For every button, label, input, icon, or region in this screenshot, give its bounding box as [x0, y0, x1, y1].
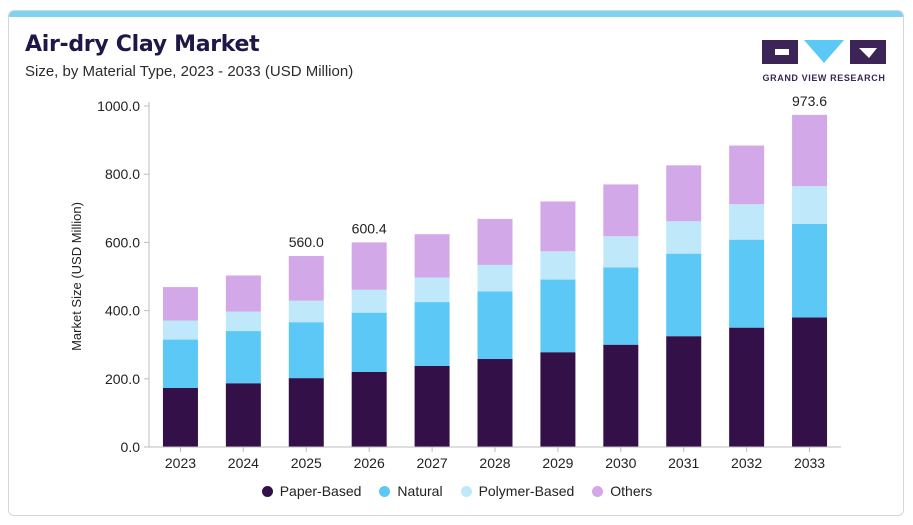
x-tick-label: 2031: [668, 455, 699, 471]
data-label: 600.4: [352, 220, 387, 236]
legend-swatch: [592, 485, 604, 497]
bar-segment-others: [414, 234, 450, 278]
bar-segment-polymer-based: [603, 236, 639, 268]
legend-swatch: [460, 485, 472, 497]
bar-segment-others: [225, 275, 261, 312]
chart-subtitle: Size, by Material Type, 2023 - 2033 (USD…: [25, 63, 354, 80]
bar-segment-paper-based: [729, 327, 765, 447]
bar-segment-natural: [666, 253, 702, 337]
legend-item: Paper-Based: [261, 483, 362, 499]
x-tick-label: 2032: [731, 455, 762, 471]
chart-title: Air-dry Clay Market: [25, 32, 260, 57]
stacked-bar-chart: 0.0 200.0 400.0 600.0 800.0 1000.0 Market Size…: [69, 93, 841, 471]
bar-segment-paper-based: [162, 388, 198, 447]
legend-item: Others: [592, 483, 652, 499]
bar-segment-others: [162, 287, 198, 321]
bar-segment-natural: [477, 291, 513, 360]
bar-segment-others: [288, 256, 324, 301]
bar-segment-natural: [162, 339, 198, 389]
bar-segment-paper-based: [225, 383, 261, 447]
legend-swatch: [379, 485, 391, 497]
bar-segment-natural: [225, 331, 261, 384]
x-tick-label: 2024: [228, 455, 259, 471]
accent-bar: [9, 11, 903, 17]
bar-segment-paper-based: [792, 317, 828, 447]
y-axis-title: Market Size (USD Million): [69, 202, 84, 351]
legend-label: Natural: [397, 483, 443, 499]
legend-item: Natural: [379, 483, 443, 499]
bar-segment-others: [603, 184, 639, 237]
bars: [162, 114, 828, 447]
y-tick-label: 600.0: [105, 234, 140, 250]
bar-segment-paper-based: [414, 365, 450, 447]
legend-label: Polymer-Based: [478, 483, 575, 499]
grand-view-research-logo: GRAND VIEW RESEARCH: [759, 36, 889, 86]
data-labels: 560.0 600.4 973.6: [289, 93, 828, 250]
bar-segment-natural: [351, 312, 387, 372]
y-axis: 0.0 200.0 400.0 600.0 800.0 1000.0 Market Size…: [69, 98, 150, 455]
bar-segment-paper-based: [288, 378, 324, 447]
data-label: 973.6: [792, 93, 827, 109]
bar-segment-others: [540, 201, 576, 252]
bar-segment-polymer-based: [477, 264, 513, 292]
bar-segment-natural: [414, 302, 450, 366]
x-tick-label: 2029: [542, 455, 573, 471]
bar-segment-polymer-based: [351, 289, 387, 313]
bar-segment-others: [729, 145, 765, 205]
data-label: 560.0: [289, 234, 324, 250]
bar-segment-paper-based: [351, 371, 387, 447]
bar-segment-paper-based: [666, 336, 702, 447]
bar-segment-polymer-based: [540, 251, 576, 280]
y-tick-label: 200.0: [105, 371, 140, 387]
bar-segment-natural: [792, 223, 828, 318]
x-tick-label: 2025: [291, 455, 322, 471]
bar-segment-others: [792, 114, 828, 187]
bar-segment-others: [666, 165, 702, 222]
bar-segment-others: [477, 218, 513, 265]
legend-label: Paper-Based: [279, 483, 362, 499]
logo-text: GRAND VIEW RESEARCH: [762, 73, 886, 83]
x-tick-label: 2023: [165, 455, 196, 471]
x-tick-label: 2030: [605, 455, 636, 471]
legend: Paper-Based Natural Polymer-Based Others: [9, 483, 903, 499]
legend-item: Polymer-Based: [460, 483, 575, 499]
bar-segment-paper-based: [477, 359, 513, 447]
y-tick-label: 0.0: [121, 439, 141, 455]
bar-segment-polymer-based: [792, 186, 828, 224]
legend-swatch: [261, 485, 273, 497]
bar-segment-natural: [603, 267, 639, 345]
bar-segment-polymer-based: [288, 300, 324, 323]
bar-segment-natural: [729, 239, 765, 328]
x-tick-label: 2028: [479, 455, 510, 471]
bar-segment-natural: [540, 279, 576, 353]
bar-segment-polymer-based: [162, 320, 198, 340]
bar-segment-polymer-based: [666, 221, 702, 254]
bar-segment-paper-based: [603, 344, 639, 447]
bar-segment-others: [351, 242, 387, 290]
y-tick-label: 800.0: [105, 166, 140, 182]
x-axis: 2023 2024 2025 2026 2027 2028 2029 2030 2031 2032…: [149, 446, 841, 471]
x-tick-label: 2027: [417, 455, 448, 471]
y-tick-label: 400.0: [105, 303, 140, 319]
x-tick-label: 2033: [794, 455, 825, 471]
bar-segment-polymer-based: [729, 204, 765, 240]
logo-mark-icon: [762, 40, 886, 64]
bar-segment-polymer-based: [225, 311, 261, 332]
legend-label: Others: [610, 483, 653, 499]
x-tick-label: 2026: [354, 455, 385, 471]
bar-segment-natural: [288, 322, 324, 379]
bar-segment-polymer-based: [414, 277, 450, 303]
chart-card: Air-dry Clay Market Size, by Material Ty…: [8, 10, 904, 516]
y-tick-label: 1000.0: [97, 98, 140, 114]
bar-segment-paper-based: [540, 352, 576, 447]
